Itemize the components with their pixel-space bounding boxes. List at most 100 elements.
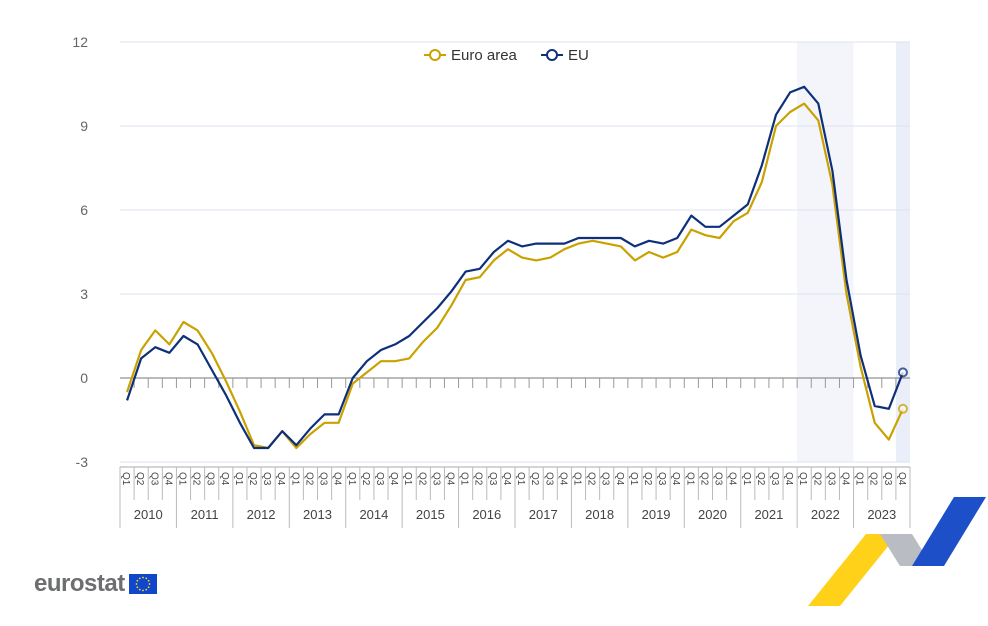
quarter-label: Q4 [388, 472, 399, 486]
year-label: 2017 [529, 507, 558, 522]
y-tick-label: -3 [76, 454, 89, 470]
quarter-label: Q1 [741, 472, 752, 486]
year-label: 2013 [303, 507, 332, 522]
quarter-label: Q4 [670, 472, 681, 486]
flag-star-icon [141, 576, 144, 579]
quarter-label: Q3 [825, 472, 836, 486]
quarter-label: Q1 [854, 472, 865, 486]
quarter-label: Q2 [191, 472, 202, 486]
decorative-yellow-chevron [808, 534, 898, 606]
flag-star-icon [145, 577, 147, 580]
quarter-label: Q3 [430, 472, 441, 486]
quarter-label: Q3 [487, 472, 498, 486]
flag-star-icon [138, 588, 141, 591]
legend-label: EU [568, 47, 589, 64]
quarter-label: Q2 [360, 472, 371, 486]
quarter-label: Q3 [374, 472, 385, 486]
year-label: 2011 [191, 507, 219, 522]
quarter-label: Q3 [600, 472, 611, 486]
year-label: 2019 [642, 507, 671, 522]
year-label: 2021 [754, 507, 783, 522]
flag-background [128, 574, 157, 594]
legend-symbol-marker [546, 49, 558, 61]
quarter-label: Q3 [769, 472, 780, 486]
year-label: 2022 [811, 507, 840, 522]
eu-flag-icon [128, 574, 157, 594]
y-tick-label: 6 [80, 202, 88, 218]
quarter-label: Q1 [628, 472, 639, 486]
quarter-label: Q2 [868, 472, 879, 486]
quarter-label: Q3 [713, 472, 724, 486]
quarter-label: Q1 [571, 472, 582, 486]
quarter-label: Q4 [501, 472, 512, 486]
quarter-label: Q3 [205, 472, 216, 486]
highlight-band-2022 [797, 42, 854, 462]
flag-star-icon [141, 589, 144, 592]
quarter-label: Q1 [120, 472, 131, 486]
flag-star-icon [147, 579, 150, 582]
quarter-label: Q1 [346, 472, 357, 486]
quarter-label: Q4 [445, 472, 456, 486]
decorative-blue-chevron [912, 497, 986, 566]
series-line-euro-area [126, 102, 904, 450]
quarter-label: Q1 [176, 472, 187, 486]
flag-star-icon [145, 588, 147, 591]
quarter-label: Q1 [289, 472, 300, 486]
quarter-label: Q1 [684, 472, 695, 486]
quarter-label: Q1 [515, 472, 526, 486]
quarter-label: Q2 [134, 472, 145, 486]
quarter-label: Q2 [247, 472, 258, 486]
year-label: 2018 [585, 507, 614, 522]
quarter-label: Q2 [642, 472, 653, 486]
flag-star-icon [136, 579, 138, 582]
year-label: 2020 [698, 507, 727, 522]
quarter-label: Q4 [557, 472, 568, 486]
y-tick-label: 0 [80, 370, 88, 386]
quarter-label: Q4 [219, 472, 230, 486]
quarter-label: Q3 [882, 472, 893, 486]
quarter-label: Q1 [402, 472, 413, 486]
quarter-label: Q2 [473, 472, 484, 486]
year-label: 2015 [416, 507, 445, 522]
quarter-label: Q4 [614, 472, 625, 486]
legend-label: Euro area [451, 47, 518, 64]
quarter-label: Q4 [727, 472, 738, 486]
eurostat-logo: eurostat [34, 570, 157, 598]
logo-text: eurostat [34, 570, 125, 597]
quarter-label: Q4 [840, 472, 851, 486]
quarter-label: Q1 [233, 472, 244, 486]
quarter-label: Q3 [656, 472, 667, 486]
last-point-marker [897, 367, 908, 378]
legend-symbol-marker [429, 49, 441, 61]
quarter-label: Q4 [275, 472, 286, 486]
quarter-label: Q1 [797, 472, 808, 486]
y-tick-label: 3 [80, 286, 88, 302]
highlight-band-2023-q4 [895, 42, 910, 462]
flag-star-icon [138, 577, 141, 580]
flag-star-icon [136, 586, 138, 589]
quarter-label: Q3 [318, 472, 329, 486]
series-line-eu [126, 85, 904, 450]
year-label: 2010 [134, 507, 163, 522]
quarter-label: Q3 [261, 472, 272, 486]
quarter-label: Q3 [148, 472, 159, 486]
flag-star-icon [135, 583, 138, 585]
quarter-label: Q4 [896, 472, 907, 486]
last-point-marker [897, 403, 908, 414]
year-label: 2016 [472, 507, 501, 522]
quarter-label: Q4 [783, 472, 794, 486]
year-label: 2014 [359, 507, 388, 522]
quarter-label: Q2 [811, 472, 822, 486]
quarter-label: Q2 [416, 472, 427, 486]
quarter-label: Q2 [529, 472, 540, 486]
quarter-label: Q3 [543, 472, 554, 486]
flag-star-icon [147, 586, 150, 589]
quarter-label: Q1 [459, 472, 470, 486]
quarter-label: Q2 [698, 472, 709, 486]
quarter-label: Q2 [755, 472, 766, 486]
quarter-label: Q2 [586, 472, 597, 486]
y-tick-label: 9 [80, 118, 88, 134]
quarter-label: Q4 [332, 472, 343, 486]
flag-star-icon [148, 583, 151, 585]
